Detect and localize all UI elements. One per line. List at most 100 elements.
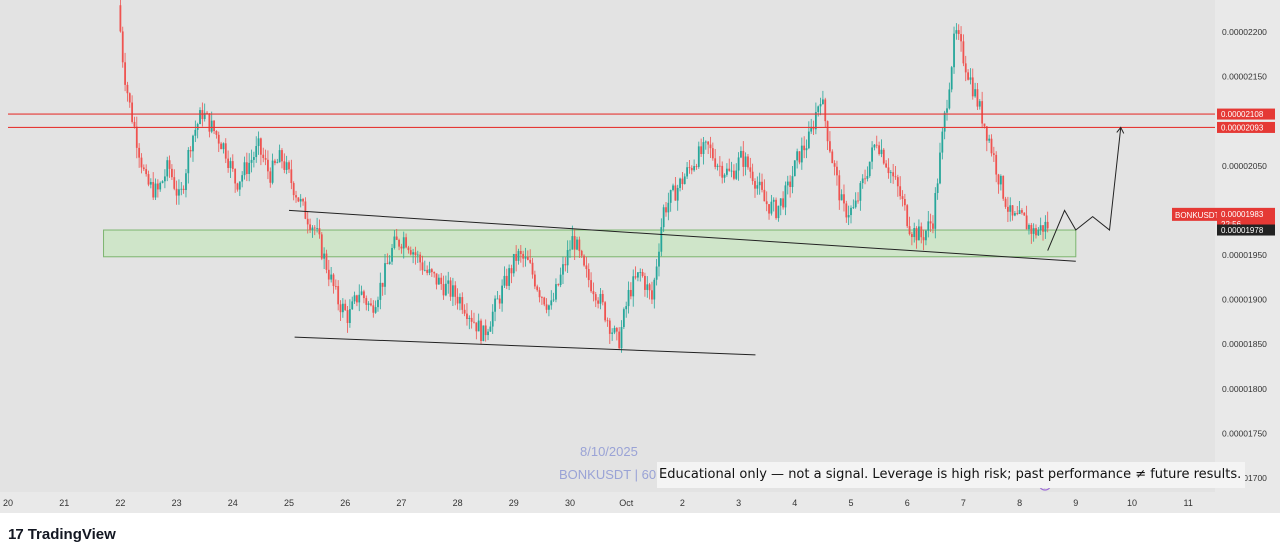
candle	[716, 163, 719, 171]
candle	[119, 0, 122, 33]
candle-body	[524, 256, 527, 259]
candle-body	[124, 62, 126, 85]
candle-body	[487, 331, 489, 336]
candle-body	[222, 143, 225, 150]
candle-body	[344, 303, 347, 311]
candle-body	[480, 320, 482, 342]
candle	[779, 198, 782, 216]
candle	[276, 158, 279, 164]
candle	[337, 280, 340, 311]
candle	[744, 152, 747, 176]
candle	[817, 105, 820, 117]
candle-body	[147, 174, 150, 185]
candle-body	[372, 305, 375, 313]
candle-body	[512, 253, 515, 274]
candle	[749, 157, 752, 179]
candle-body	[482, 325, 485, 342]
candle-body	[754, 181, 756, 189]
candle-body	[625, 306, 628, 310]
candle	[803, 136, 806, 159]
resistance-price-tag	[1217, 121, 1275, 133]
candle-body	[620, 327, 623, 349]
candle-body	[194, 129, 197, 136]
candle	[524, 247, 527, 267]
candle	[857, 192, 859, 204]
candle-body	[412, 252, 415, 255]
candle	[252, 151, 255, 168]
candle-body	[156, 183, 159, 190]
candle	[782, 191, 784, 210]
candle	[721, 161, 724, 184]
candle-body	[854, 200, 857, 208]
candle-body	[210, 120, 213, 132]
candle	[651, 281, 653, 304]
candle	[814, 102, 817, 135]
candle-body	[288, 162, 290, 170]
date-tick-label: 30	[565, 498, 575, 508]
candle	[171, 164, 173, 181]
candle	[433, 271, 436, 278]
candle-body	[845, 203, 848, 218]
candle-body	[1030, 224, 1033, 234]
candle	[688, 160, 691, 174]
candle	[953, 26, 955, 74]
candle-body	[142, 167, 145, 170]
candle-body	[283, 161, 286, 170]
candle-body	[786, 181, 789, 186]
candle-body	[587, 269, 590, 281]
candle-body	[637, 272, 639, 278]
candle	[236, 182, 239, 192]
candle-body	[185, 173, 187, 191]
candle-body	[578, 239, 581, 251]
candle-body	[742, 150, 745, 167]
candle-body	[571, 236, 574, 250]
candle-body	[983, 123, 986, 127]
candle	[831, 149, 834, 164]
candle-body	[955, 30, 958, 34]
price-tick-label: 0.00001800	[1222, 384, 1267, 394]
candle-body	[634, 276, 637, 278]
candle-body	[491, 311, 494, 327]
candle-body	[421, 262, 424, 271]
candle-body	[405, 237, 407, 248]
candle	[674, 177, 677, 201]
candle	[772, 197, 775, 212]
candle	[466, 303, 468, 326]
candle-body	[496, 298, 499, 300]
candle	[679, 177, 681, 192]
candle-body	[585, 265, 588, 270]
candle	[555, 278, 557, 303]
candle	[885, 160, 888, 169]
candle-body	[674, 185, 677, 201]
candle	[281, 148, 283, 169]
candle-body	[1021, 210, 1023, 213]
candle	[725, 163, 728, 177]
candle-body	[463, 309, 466, 314]
date-tick-label: 5	[848, 498, 853, 508]
candle	[711, 142, 714, 161]
candle	[763, 179, 766, 202]
candle	[761, 173, 763, 193]
candle-body	[557, 284, 560, 286]
candle	[374, 300, 377, 314]
tradingview-logo[interactable]: 17 TradingView	[8, 525, 116, 543]
candle-body	[969, 77, 972, 80]
candle	[522, 250, 525, 268]
candle	[882, 148, 885, 165]
candle-body	[173, 177, 176, 189]
candle	[384, 254, 386, 295]
candle-body	[238, 181, 241, 190]
candle	[770, 194, 773, 216]
candle-body	[562, 264, 564, 275]
candle-body	[180, 188, 183, 190]
candle	[934, 187, 937, 239]
candle	[707, 141, 710, 155]
candle-body	[341, 303, 344, 313]
candle-body	[857, 200, 859, 202]
candle	[658, 243, 660, 277]
candle	[992, 146, 995, 162]
candle-body	[861, 178, 864, 184]
candle-body	[498, 298, 501, 304]
